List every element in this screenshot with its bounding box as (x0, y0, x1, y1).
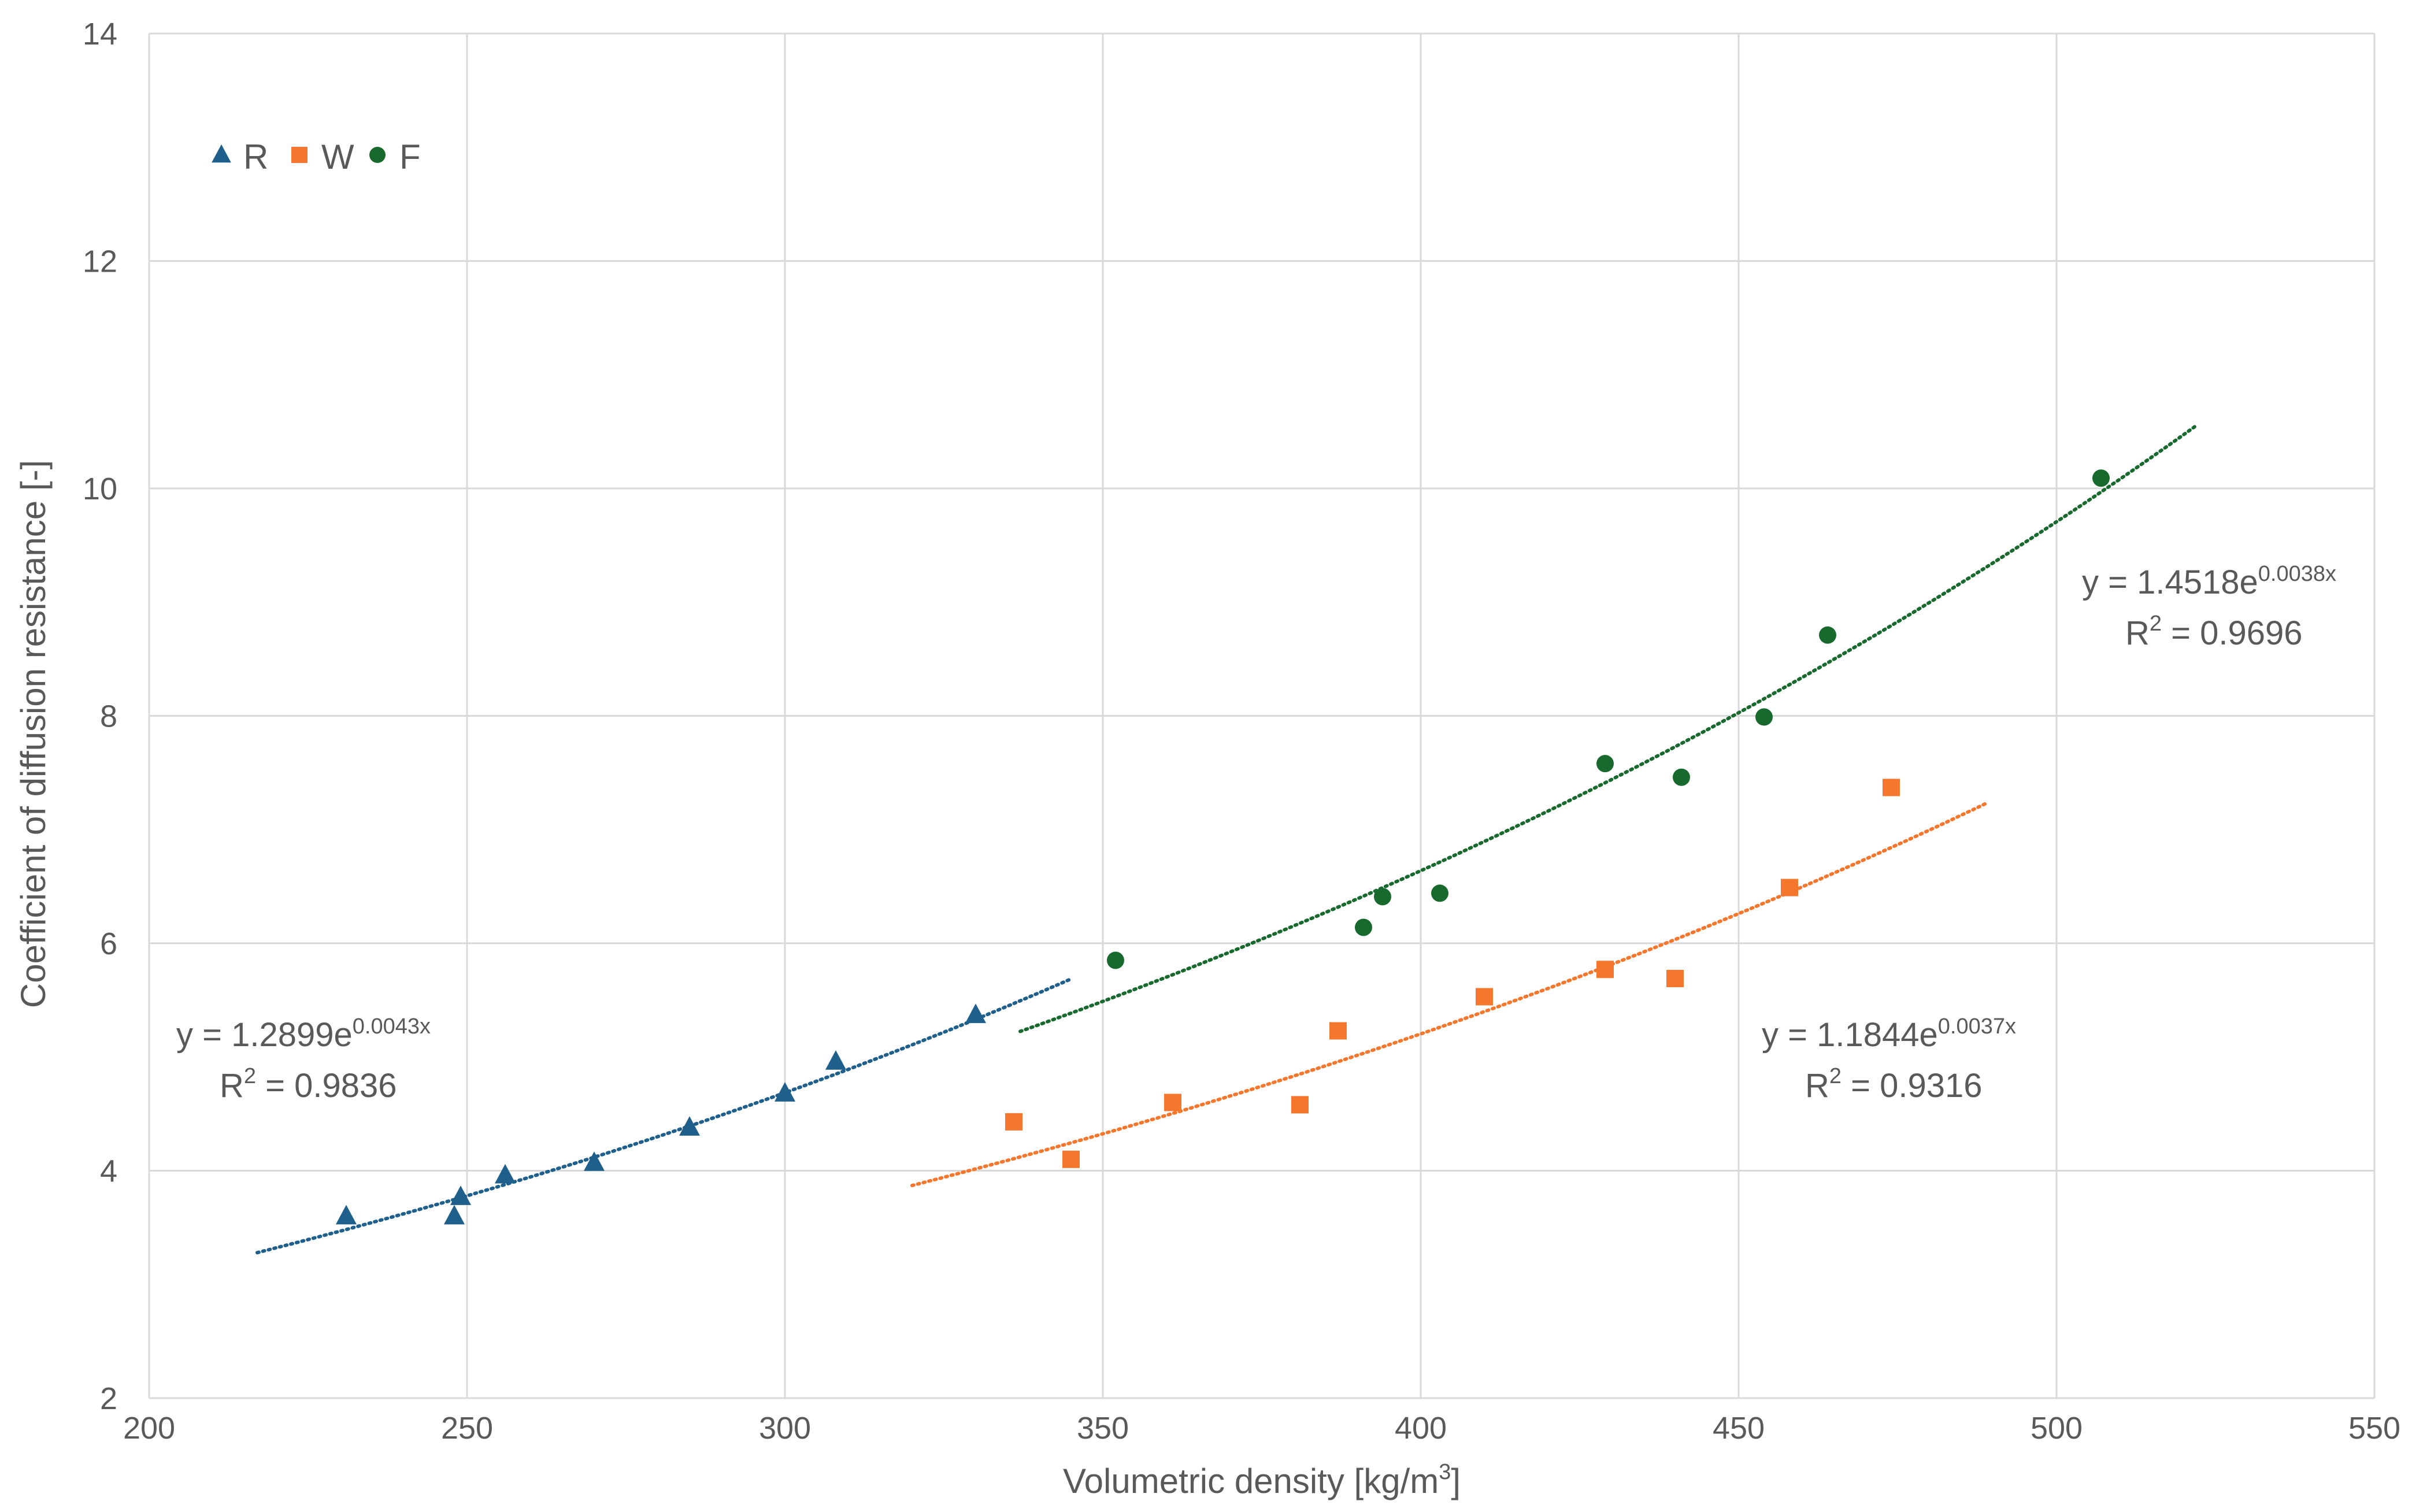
y-tick-label: 2 (100, 1381, 117, 1416)
legend-label-f: F (399, 138, 421, 176)
equation-formula: y = 1.2899e0.0043x (176, 1014, 431, 1054)
y-tick-label: 4 (100, 1154, 117, 1189)
data-point-r (495, 1163, 516, 1184)
data-points (336, 469, 2110, 1225)
data-point-f (1596, 755, 1614, 773)
trendline-equations: y = 1.2899e0.0043x R2 = 0.9836 y = 1.1844e… (176, 562, 2336, 1105)
trendlines (255, 424, 2198, 1255)
y-tick-label: 6 (100, 927, 117, 961)
data-point-f (1374, 888, 1391, 906)
data-point-w (1291, 1096, 1309, 1114)
x-tick-label: 350 (1077, 1411, 1129, 1446)
data-point-w (1781, 879, 1798, 896)
data-point-r (679, 1116, 700, 1136)
axes: 200 250 300 350 400 450 500 550 2 4 6 8 10 12 14 (83, 17, 2400, 1446)
equation-r: y = 1.2899e0.0043x R2 = 0.9836 (176, 1014, 431, 1105)
data-point-f (1755, 708, 1773, 726)
equation-formula: y = 1.4518e0.0038x (2082, 562, 2336, 601)
x-tick-label: 500 (2031, 1411, 2083, 1446)
equation-r-squared: R2 = 0.9316 (1805, 1064, 1983, 1105)
y-tick-label: 14 (83, 17, 117, 51)
data-point-f (2092, 469, 2110, 487)
x-tick-label: 450 (1713, 1411, 1765, 1446)
equation-w: y = 1.1844e0.0037x R2 = 0.9316 (1762, 1014, 2016, 1105)
data-point-f (1107, 951, 1124, 969)
data-point-r (775, 1082, 795, 1102)
y-tick-label: 8 (100, 699, 117, 734)
data-point-w (1596, 961, 1614, 979)
data-point-w (1062, 1150, 1080, 1168)
grid-lines (148, 32, 2376, 1399)
data-point-w (1164, 1094, 1181, 1111)
data-point-f (1673, 768, 1690, 786)
x-axis-title: Volumetric density [kg/m3] (1063, 1460, 1461, 1500)
y-axis-title: Coefficient of diffusion resistance [-] (14, 460, 53, 1008)
data-point-f (1431, 884, 1448, 902)
legend-label-w: W (321, 138, 354, 176)
trendline-w (910, 801, 1988, 1188)
data-point-f (1355, 918, 1372, 936)
x-tick-label: 400 (1395, 1411, 1447, 1446)
data-point-r (965, 1003, 986, 1024)
y-tick-label: 10 (83, 472, 117, 506)
data-point-f (1819, 626, 1836, 644)
equation-r-squared: R2 = 0.9696 (2125, 612, 2303, 652)
x-tick-label: 200 (123, 1411, 175, 1446)
data-point-r (450, 1185, 471, 1205)
data-point-r (825, 1050, 846, 1070)
data-point-w (1476, 988, 1493, 1006)
data-point-r (444, 1205, 465, 1225)
equation-r-squared: R2 = 0.9836 (220, 1064, 397, 1105)
data-point-r (584, 1151, 605, 1171)
data-point-w (1329, 1022, 1347, 1040)
x-tick-label: 250 (441, 1411, 493, 1446)
trendline-r (255, 977, 1073, 1255)
trendline-f (1018, 424, 2198, 1033)
data-point-w (1666, 969, 1684, 987)
x-tick-label: 550 (2348, 1411, 2400, 1446)
data-point-r (336, 1205, 357, 1225)
y-tick-label: 12 (83, 244, 117, 279)
data-point-w (1005, 1113, 1022, 1131)
legend-label-r: R (243, 138, 268, 176)
x-tick-label: 300 (759, 1411, 811, 1446)
legend-marker-f (369, 147, 386, 163)
legend-marker-w (291, 147, 307, 163)
equation-formula: y = 1.1844e0.0037x (1762, 1014, 2016, 1054)
data-point-w (1883, 779, 1900, 796)
equation-f: y = 1.4518e0.0038x R2 = 0.9696 (2082, 562, 2336, 652)
legend-marker-r (212, 144, 231, 163)
